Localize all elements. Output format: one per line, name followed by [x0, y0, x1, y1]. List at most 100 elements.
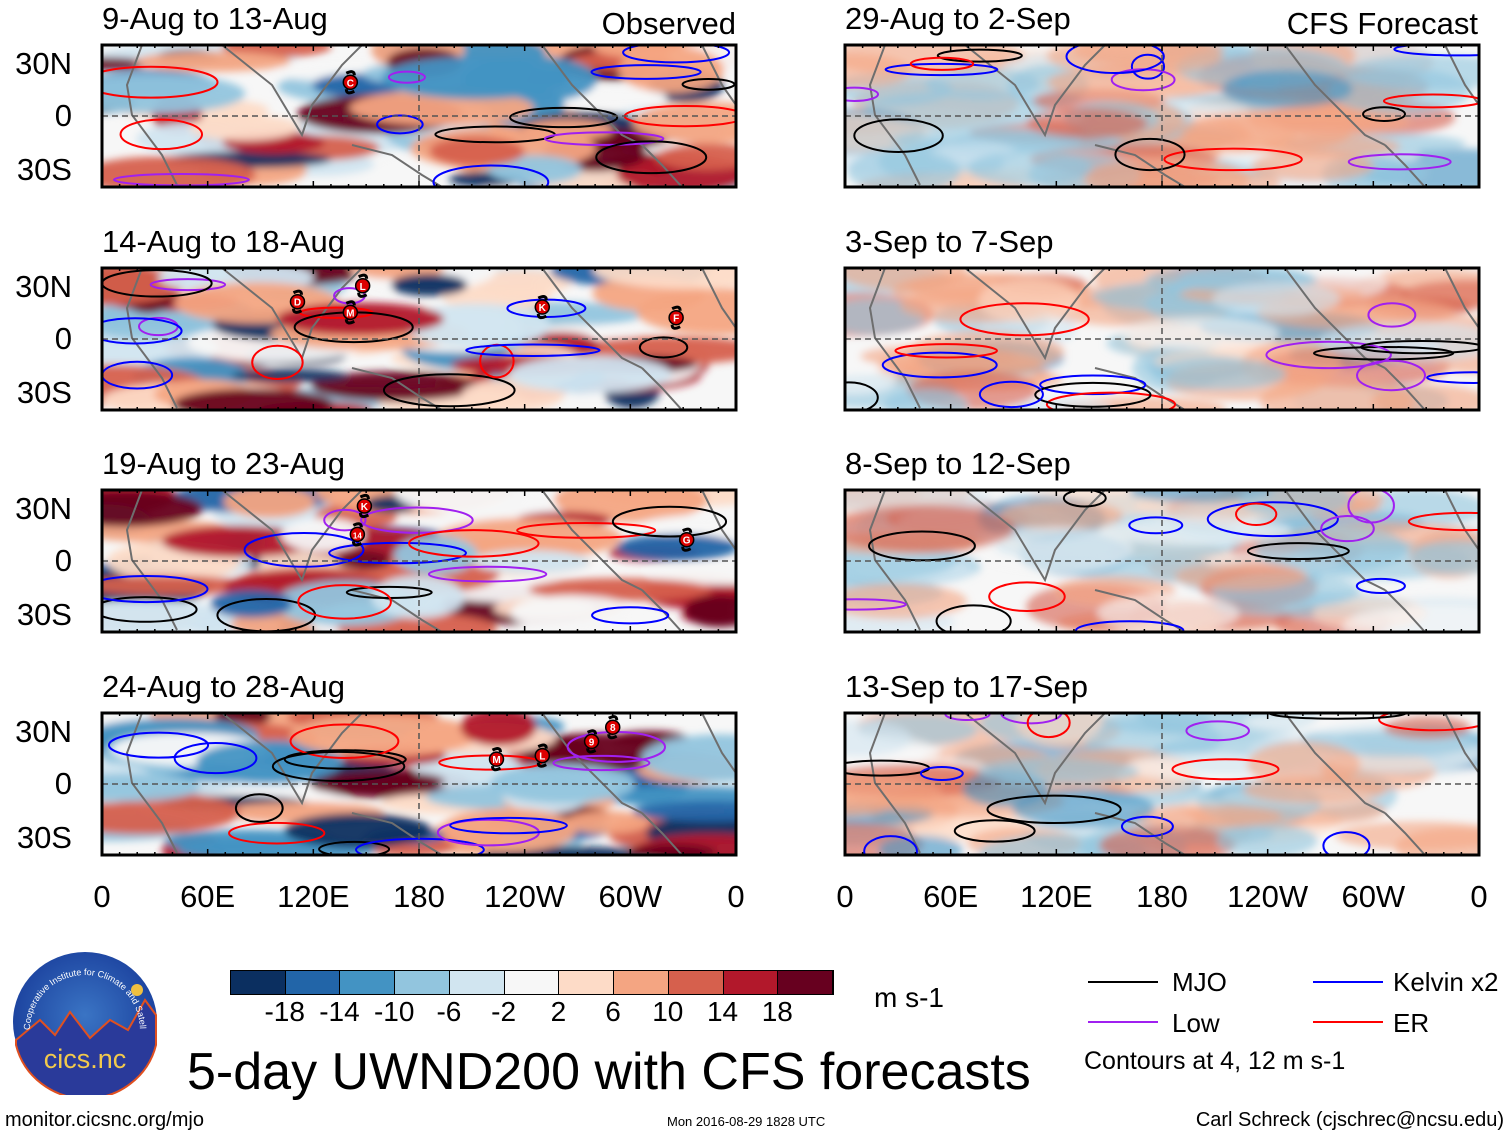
wind-anomaly-shading — [684, 594, 736, 628]
wind-anomaly-shading — [508, 355, 672, 393]
colorbar-swatch — [395, 971, 450, 994]
wave-contour — [868, 530, 976, 562]
wind-anomaly-shading — [317, 771, 445, 791]
tropical-cyclone-marker[interactable]: G — [678, 527, 695, 552]
colorbar-swatch — [723, 971, 779, 994]
colorbar-tick-label: 18 — [761, 996, 793, 1027]
colorbar-swatch — [778, 971, 834, 994]
wave-contour — [449, 816, 568, 835]
wave-contour — [1074, 620, 1185, 632]
latitude-label: 30S — [16, 820, 72, 855]
tropical-cyclone-marker[interactable]: M — [488, 747, 505, 772]
tropical-cyclone-marker[interactable]: D — [289, 289, 306, 314]
storm-label: 8 — [610, 723, 616, 734]
wind-anomaly-shading — [135, 51, 291, 72]
wind-anomaly-shading — [381, 56, 570, 100]
wave-contour — [234, 793, 284, 823]
wind-anomaly-shading — [845, 53, 913, 89]
low-legend-label: Low — [1172, 1008, 1220, 1038]
wave-contour — [1034, 381, 1152, 408]
coastline — [1284, 45, 1386, 146]
coastline — [868, 490, 921, 631]
panel-title: 29-Aug to 2-Sep — [845, 1, 1071, 36]
tropical-cyclone-marker[interactable]: F — [668, 305, 684, 330]
footer-url[interactable]: monitor.cicsnc.org/mjo — [5, 1109, 204, 1131]
wave-contour — [1362, 106, 1407, 122]
wind-anomaly-shading — [977, 757, 1140, 786]
wave-contour — [988, 581, 1066, 613]
wave-contour — [1065, 45, 1165, 74]
wind-anomaly-shading — [102, 491, 204, 527]
wind-anomaly-shading — [626, 844, 717, 855]
coastline — [221, 268, 363, 361]
cyclone-icon — [291, 289, 303, 314]
colorbar-tick-label: -14 — [319, 996, 360, 1027]
cyclone-icon — [586, 729, 598, 754]
coastline — [221, 45, 363, 138]
wind-anomaly-shading — [1259, 377, 1415, 410]
er-legend-label: ER — [1393, 1008, 1430, 1038]
colorbar-swatch — [231, 971, 286, 994]
wind-anomaly-shading — [999, 500, 1123, 531]
tropical-cyclone-marker[interactable]: L — [534, 743, 551, 768]
map-panel — [843, 266, 1481, 412]
er-legend-line — [1313, 1021, 1383, 1023]
panel-title: 9-Aug to 13-Aug — [102, 1, 328, 36]
map-panel: C — [100, 43, 738, 189]
latitude-label: 30S — [16, 152, 72, 187]
latitude-label: 30N — [15, 269, 72, 304]
wave-contour — [1382, 93, 1479, 109]
wind-anomaly-shading — [1097, 593, 1240, 632]
colorbar-swatch — [340, 971, 396, 994]
wind-anomaly-shading — [655, 143, 736, 171]
footer-author: Carl Schreck (cjschrec@ncsu.edu) — [1195, 1109, 1504, 1131]
wind-anomaly-shading — [1180, 110, 1352, 154]
map-panel: D L M K F — [100, 266, 738, 412]
coastline — [701, 268, 736, 329]
wind-anomaly-shading — [1212, 281, 1341, 316]
wind-anomaly-shading — [435, 517, 622, 559]
wave-contour — [959, 302, 1090, 337]
map-panel — [843, 488, 1481, 634]
map-panel: M L 9 8 — [100, 711, 738, 857]
colorbar-swatch — [449, 971, 505, 994]
wave-contour — [853, 118, 944, 153]
tropical-cyclone-marker[interactable]: K — [356, 493, 373, 519]
coastline — [1444, 713, 1479, 774]
coastline — [1444, 268, 1479, 329]
panel-title: 24-Aug to 28-Aug — [102, 669, 346, 704]
tropical-cyclone-marker[interactable]: 14 — [349, 522, 366, 547]
storm-label: M — [346, 308, 354, 319]
wind-anomaly-shading — [470, 269, 572, 296]
wave-contour — [228, 821, 326, 845]
wave-contour — [552, 754, 651, 772]
contour-note: Contours at 4, 12 m s-1 — [1084, 1047, 1346, 1075]
wave-contour — [516, 521, 657, 539]
tropical-cyclone-marker[interactable]: 8 — [604, 715, 621, 740]
longitude-label: 120W — [484, 879, 566, 914]
wave-contour — [102, 269, 213, 298]
tropical-cyclone-marker[interactable]: L — [354, 273, 371, 298]
latitude-label: 0 — [54, 321, 72, 356]
wave-contour — [318, 840, 391, 855]
tropical-cyclone-marker[interactable]: K — [534, 294, 551, 320]
wind-anomaly-shading — [102, 599, 231, 632]
wave-contour — [935, 604, 1012, 632]
coastline — [964, 45, 1106, 138]
storm-label: L — [360, 282, 366, 293]
longitude-label: 0 — [727, 879, 745, 914]
wind-anomaly-shading — [845, 720, 912, 757]
colorbar-tick-label: -6 — [436, 996, 462, 1027]
coastline — [1094, 144, 1186, 187]
tropical-cyclone-marker[interactable]: M — [342, 300, 359, 325]
tropical-cyclone-marker[interactable]: C — [342, 70, 359, 95]
cyclone-icon — [670, 305, 682, 330]
storm-label: C — [347, 78, 354, 89]
coastline — [351, 367, 443, 410]
coastline — [701, 490, 736, 551]
tropical-cyclone-marker[interactable]: 9 — [583, 729, 600, 754]
logo-text: cics.nc — [44, 1044, 127, 1074]
wind-anomaly-shading — [632, 801, 736, 822]
coastline — [351, 812, 443, 855]
coastline — [868, 45, 921, 186]
